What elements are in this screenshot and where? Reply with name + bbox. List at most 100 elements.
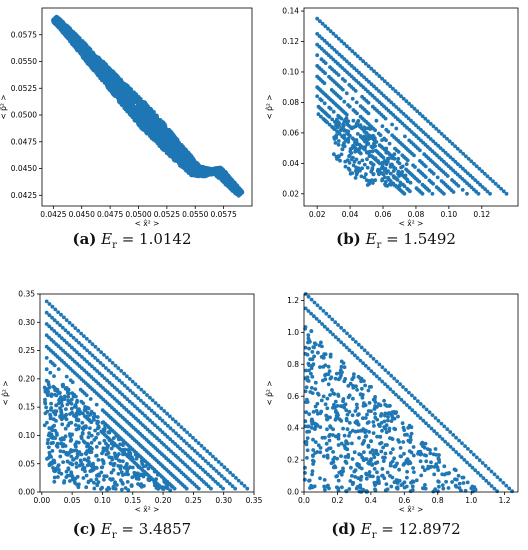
- data-point: [362, 162, 367, 167]
- data-point: [47, 335, 51, 340]
- data-point: [217, 471, 221, 476]
- data-point: [122, 383, 127, 388]
- data-point: [184, 441, 189, 446]
- data-point: [109, 371, 114, 375]
- data-point: [409, 118, 413, 123]
- data-point: [353, 51, 357, 56]
- data-point: [216, 482, 220, 486]
- y-axis-label: < p̂² >: [265, 94, 274, 119]
- data-point: [116, 366, 121, 371]
- data-point: [323, 61, 328, 65]
- data-point: [333, 141, 338, 145]
- data-point: [349, 151, 354, 155]
- data-point: [60, 403, 65, 408]
- data-point: [216, 460, 221, 464]
- data-point: [359, 174, 364, 179]
- data-point: [350, 146, 354, 151]
- data-point: [434, 126, 439, 131]
- data-point: [86, 456, 91, 460]
- data-point: [347, 61, 352, 66]
- data-point: [448, 155, 453, 160]
- data-point: [468, 173, 473, 178]
- data-point: [208, 451, 213, 456]
- x-tick-label: 0.0500: [125, 210, 151, 219]
- data-point: [82, 346, 87, 350]
- data-point: [82, 334, 86, 338]
- data-point: [417, 179, 422, 184]
- data-point: [353, 89, 358, 93]
- data-point: [353, 141, 357, 145]
- data-point: [342, 99, 347, 104]
- data-point: [125, 386, 130, 390]
- data-point: [488, 191, 492, 196]
- scatter-panel-a: 0.0425 0.0450 0.0475 0.0500 0.0525 0.0550 0.05…: [0, 7, 253, 228]
- data-point: [475, 180, 480, 185]
- data-point: [74, 461, 79, 466]
- data-point: [99, 470, 104, 475]
- data-point: [385, 156, 390, 161]
- data-point: [396, 156, 401, 161]
- data-point: [88, 397, 93, 401]
- data-point: [87, 351, 92, 355]
- data-point: [165, 411, 170, 416]
- data-point: [384, 146, 389, 151]
- data-point: [107, 358, 112, 363]
- data-point: [349, 157, 354, 162]
- data-point: [160, 430, 165, 435]
- data-point: [392, 152, 397, 157]
- data-point: [163, 421, 168, 426]
- data-point: [336, 154, 341, 159]
- data-point: [131, 414, 136, 419]
- data-point: [109, 446, 114, 451]
- data-point: [399, 94, 403, 99]
- data-point: [147, 406, 151, 411]
- data-point: [163, 432, 168, 437]
- data-point: [344, 59, 349, 64]
- data-point: [378, 133, 383, 138]
- data-point: [213, 479, 218, 484]
- data-point: [138, 421, 143, 425]
- data-point: [343, 79, 347, 83]
- data-point: [44, 367, 49, 372]
- data-point: [60, 325, 65, 330]
- data-point: [451, 190, 456, 194]
- data-point: [80, 431, 85, 435]
- data-point: [60, 422, 65, 427]
- data-point: [336, 73, 341, 77]
- scatter-panel-b: 0.02 0.04 0.06 0.08 0.10 0.120.020.040.060.08…: [265, 7, 519, 228]
- data-point: [335, 117, 339, 122]
- data-point: [155, 425, 160, 430]
- data-point: [480, 169, 484, 174]
- data-point: [339, 152, 344, 157]
- data-point: [126, 488, 131, 492]
- data-point: [431, 139, 436, 144]
- data-point: [234, 476, 238, 480]
- data-point: [482, 171, 487, 176]
- data-point: [153, 423, 157, 427]
- data-point: [142, 390, 147, 395]
- data-point: [121, 459, 125, 464]
- data-point: [363, 145, 367, 150]
- data-point: [156, 403, 161, 408]
- data-point: [377, 74, 382, 79]
- data-point: [87, 418, 92, 422]
- data-point: [343, 137, 348, 142]
- data-point: [439, 131, 444, 136]
- data-point: [384, 150, 389, 155]
- data-point: [476, 191, 481, 196]
- data-point: [127, 399, 132, 404]
- data-point: [408, 189, 412, 194]
- data-point: [184, 486, 189, 491]
- data-point: [73, 423, 78, 427]
- data-point: [54, 331, 59, 336]
- data-point: [369, 169, 374, 174]
- data-point: [340, 87, 345, 92]
- data-point: [386, 98, 391, 102]
- data-point: [57, 470, 61, 475]
- data-point: [456, 184, 461, 188]
- data-point: [374, 86, 379, 91]
- data-point: [155, 472, 160, 477]
- data-point: [442, 134, 447, 139]
- data-point: [336, 36, 341, 41]
- data-point: [199, 443, 204, 448]
